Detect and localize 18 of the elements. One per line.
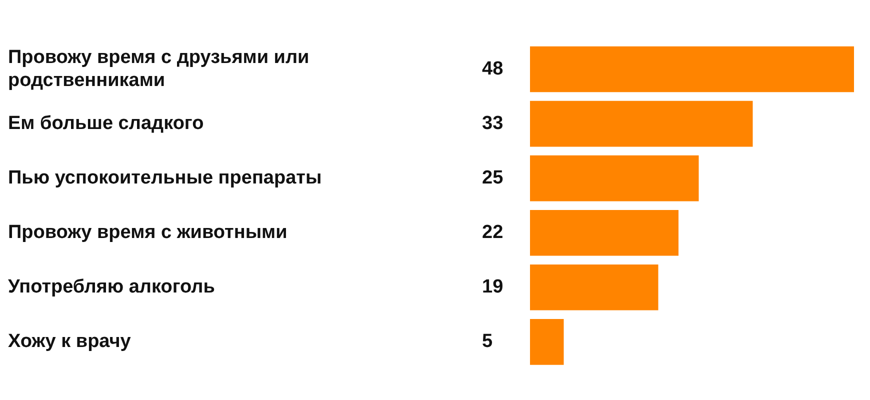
data-label: 22 xyxy=(482,222,504,244)
data-label: 48 xyxy=(482,58,504,80)
bar xyxy=(530,264,658,310)
bar xyxy=(530,210,678,256)
bar xyxy=(530,319,564,365)
data-label: 19 xyxy=(482,276,504,298)
y-tick-label: Ем больше сладкого xyxy=(8,113,204,134)
data-label: 25 xyxy=(482,168,504,189)
data-label: 33 xyxy=(482,113,504,134)
y-tick-label: Употребляю алкоголь xyxy=(8,276,215,298)
y-tick-label: Пью успокоительные препараты xyxy=(8,168,322,189)
y-tick-label: Провожу время с животными xyxy=(8,222,288,244)
y-tick-label: Провожу время с друзьями или родственниками xyxy=(8,47,310,91)
data-label: 5 xyxy=(482,331,493,352)
y-tick-label: Хожу к врачу xyxy=(8,331,132,352)
bar xyxy=(530,100,753,147)
bar xyxy=(530,155,699,202)
bar xyxy=(530,46,854,92)
